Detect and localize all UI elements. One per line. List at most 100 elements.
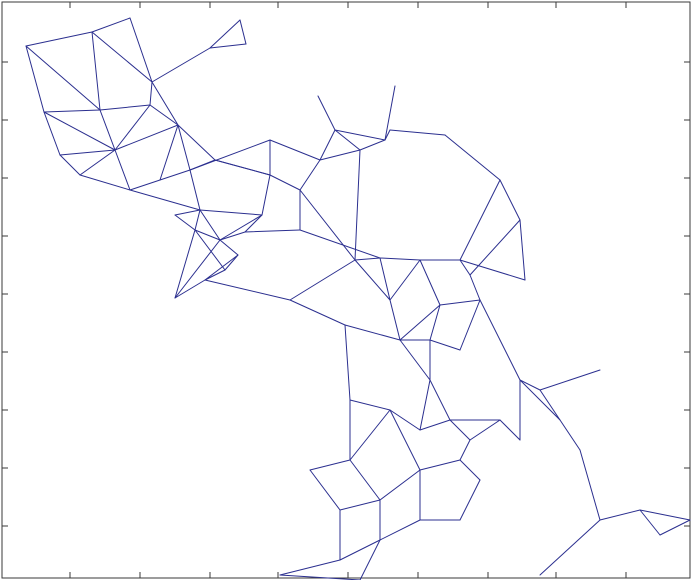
graph-edge (499, 419, 521, 441)
graph-edge (204, 254, 239, 281)
graph-edge (499, 339, 521, 381)
graph-edge (539, 389, 561, 421)
graph-edge (269, 139, 321, 161)
graph-edge (114, 149, 131, 191)
graph-edge (317, 95, 336, 131)
graph-edge (659, 519, 691, 536)
graph-edge (59, 154, 81, 176)
graph-edge (519, 219, 526, 281)
graph-edge (214, 159, 271, 176)
graph-edge (174, 239, 221, 299)
graph-edge (639, 509, 661, 536)
graph-edge (334, 129, 386, 141)
graph-edge (43, 109, 101, 113)
graph-edge (459, 259, 526, 281)
graph-edge (174, 209, 201, 216)
graph-edge (459, 459, 481, 481)
graph-edge (99, 104, 151, 111)
graph-edge (469, 419, 501, 441)
graph-edge (204, 269, 226, 281)
graph-edge (43, 111, 61, 156)
graph-edge (25, 45, 45, 113)
graph-edge (151, 81, 179, 126)
graph-edge (539, 519, 601, 576)
graph-edge (299, 229, 381, 259)
graph-edge (159, 169, 191, 181)
graph-edge (174, 279, 206, 299)
graph-edge (419, 259, 441, 306)
graph-edge (177, 124, 191, 171)
graph-edge (439, 299, 481, 306)
graph-edge (499, 179, 521, 221)
graph-edge (174, 214, 196, 231)
graph-edge (384, 85, 396, 141)
graph-edge (579, 449, 601, 521)
graph-edge (354, 257, 381, 261)
graph-edge (114, 104, 151, 151)
graph-edge (419, 459, 461, 471)
graph-edge (349, 459, 381, 501)
graph-edge (189, 139, 271, 171)
graph-edge (194, 229, 226, 271)
graph-edge (519, 379, 541, 391)
graph-edge (239, 19, 247, 45)
graph-edge (289, 299, 346, 326)
graph-edge (469, 274, 481, 301)
graph-edge (114, 124, 179, 151)
graph-edge (151, 47, 211, 83)
graph-edge (449, 419, 471, 441)
graph-edge (639, 509, 691, 521)
graph-edge (209, 43, 247, 49)
graph-edge (459, 179, 501, 261)
graph-edge (194, 229, 221, 241)
graph-edge (334, 129, 361, 151)
graph-edge (379, 257, 421, 261)
graph-edge (444, 134, 501, 181)
graph-edge (219, 239, 239, 256)
graph-edge (209, 19, 241, 49)
graph-edge (194, 209, 201, 231)
graph-edge (539, 379, 571, 391)
graph-edge (25, 31, 93, 47)
graph-edge (244, 229, 301, 233)
graph-edge (189, 169, 201, 211)
graph-edge (349, 399, 391, 411)
graph-edge (25, 45, 101, 111)
graph-edge (289, 259, 356, 301)
graph-edge (129, 179, 161, 191)
graph-edge (344, 324, 401, 341)
graph-edge (389, 129, 446, 136)
graph-edge (204, 279, 291, 301)
graph-edge (129, 189, 201, 211)
graph-edge (359, 539, 381, 580)
graph-edge (174, 229, 196, 299)
graph-edge (354, 149, 361, 261)
graph-edge (269, 174, 301, 191)
graph-edge (429, 379, 451, 421)
graph-edge (459, 439, 471, 461)
graph-edge (91, 17, 131, 33)
graph-edge (199, 209, 221, 241)
graph-edge (129, 17, 153, 83)
graph-edge (177, 124, 216, 161)
graph-edge (399, 304, 441, 341)
graph-edge (91, 31, 153, 83)
graph-edge (429, 339, 461, 351)
graph-edge (219, 231, 246, 241)
graph-edge (384, 129, 391, 141)
graph-edge (309, 459, 351, 471)
graph-edge (79, 149, 116, 176)
graph-edge (379, 519, 421, 541)
graph-edge (319, 149, 361, 161)
graph-edge (559, 419, 581, 451)
graph-edge (599, 509, 641, 521)
graph-edge (319, 129, 336, 161)
graph-edge (389, 259, 421, 301)
graph-edge (339, 499, 381, 511)
graph-edge (279, 574, 361, 580)
graph-edge (309, 469, 341, 511)
graph-edge (299, 189, 356, 261)
graph-edge (159, 124, 179, 181)
